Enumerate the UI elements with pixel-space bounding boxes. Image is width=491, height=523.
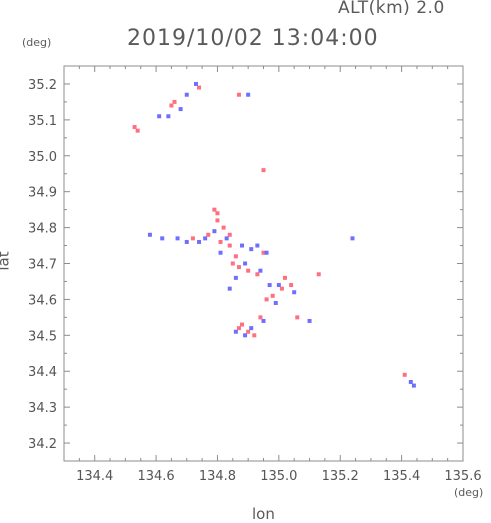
echo-point (233, 254, 238, 259)
y-tick-label: 35.1 (28, 114, 57, 129)
echo-point (243, 333, 248, 338)
echo-point (236, 265, 241, 270)
echo-point (258, 268, 263, 273)
y-tick-label: 34.6 (28, 293, 57, 308)
echo-point (350, 236, 355, 241)
y-tick-label: 34.5 (28, 329, 57, 344)
x-tick-label: 135.6 (444, 469, 481, 484)
echo-point (246, 268, 251, 273)
echo-point (261, 250, 266, 255)
echo-point (212, 207, 217, 212)
echo-point (252, 333, 257, 338)
x-axis-label: lon (252, 505, 275, 523)
echo-point (270, 293, 275, 298)
echo-point (147, 232, 152, 237)
plot-frame (63, 65, 464, 462)
echo-point (246, 92, 251, 97)
x-tick-label: 134.8 (199, 469, 236, 484)
y-tick-label: 34.8 (28, 222, 57, 237)
echo-point (408, 380, 413, 384)
echo-point (157, 114, 162, 119)
echo-point (135, 128, 140, 133)
echo-point (246, 329, 251, 334)
x-tick-label: 135.4 (383, 469, 420, 484)
echo-point (212, 229, 217, 234)
echo-point (221, 225, 226, 230)
echo-point (227, 286, 232, 291)
echo-point (264, 297, 269, 302)
echo-point (411, 383, 416, 388)
x-tick-label: 134.4 (76, 469, 113, 484)
echo-point (276, 283, 281, 288)
echo-point (240, 322, 245, 327)
echo-point (197, 85, 202, 90)
echo-point (166, 114, 171, 119)
x-tick-label: 134.6 (137, 469, 174, 484)
echo-point (236, 326, 241, 331)
y-axis-ticks: 34.2 34.3 34.4 34.5 34.6 34.7 34.8 34.9 35.0 35.1… (28, 65, 463, 462)
echo-point (402, 372, 407, 377)
echo-point (172, 99, 177, 104)
echo-point (307, 318, 312, 323)
x-axis-ticks: 134.4 134.6 134.8 135.0 135.2 135.4 135.6 (63, 66, 482, 484)
echo-point (258, 315, 263, 320)
echo-point (282, 275, 287, 280)
echo-points (132, 81, 416, 388)
echo-point (215, 211, 220, 216)
echo-point (236, 92, 241, 97)
echo-point (267, 283, 272, 288)
echo-point (215, 218, 220, 223)
echo-point (240, 243, 245, 248)
y-tick-label: 35.2 (28, 78, 57, 93)
echo-point (206, 232, 211, 237)
x-tick-label: 135.0 (260, 469, 297, 484)
echo-point (190, 236, 195, 241)
echo-point (273, 301, 278, 305)
echo-point (218, 239, 223, 244)
echo-point (197, 239, 202, 244)
echo-point (316, 272, 321, 277)
echo-point (249, 326, 254, 331)
x-axis-unit: (deg) (454, 486, 484, 499)
y-tick-label: 34.7 (28, 258, 57, 273)
echo-point (184, 239, 189, 244)
echo-point (264, 250, 269, 255)
y-tick-label: 35.0 (28, 150, 57, 165)
y-tick-label: 34.9 (28, 186, 57, 201)
echo-point (233, 329, 238, 334)
echo-point (160, 236, 165, 241)
chart-title: 2019/10/02 13:04:00 (127, 26, 379, 51)
echo-point (224, 236, 229, 241)
echo-point (255, 272, 260, 277)
echo-point (169, 103, 174, 108)
echo-point (227, 243, 232, 248)
echo-point (175, 236, 180, 241)
y-tick-label: 34.4 (28, 365, 57, 380)
echo-point (233, 275, 238, 280)
echo-point (243, 261, 248, 266)
echo-point (203, 236, 208, 241)
echo-point (295, 315, 300, 320)
echo-point (132, 125, 137, 130)
echo-point (230, 261, 235, 266)
y-tick-label: 34.2 (28, 437, 57, 452)
echo-point (261, 168, 266, 173)
echo-point (289, 283, 294, 288)
echo-point (184, 92, 189, 97)
echo-point (279, 286, 284, 291)
y-tick-label: 34.3 (28, 401, 57, 416)
x-tick-label: 135.2 (322, 469, 359, 484)
echo-point (255, 243, 260, 248)
echo-point (249, 247, 254, 252)
echo-point (261, 318, 266, 323)
altitude-label: ALT(km) 2.0 (338, 0, 445, 18)
echo-point (193, 81, 198, 86)
echo-point (292, 290, 297, 295)
echo-point (178, 107, 183, 112)
y-axis-unit: (deg) (22, 36, 52, 49)
echo-point (218, 250, 223, 255)
echo-point (227, 232, 232, 237)
